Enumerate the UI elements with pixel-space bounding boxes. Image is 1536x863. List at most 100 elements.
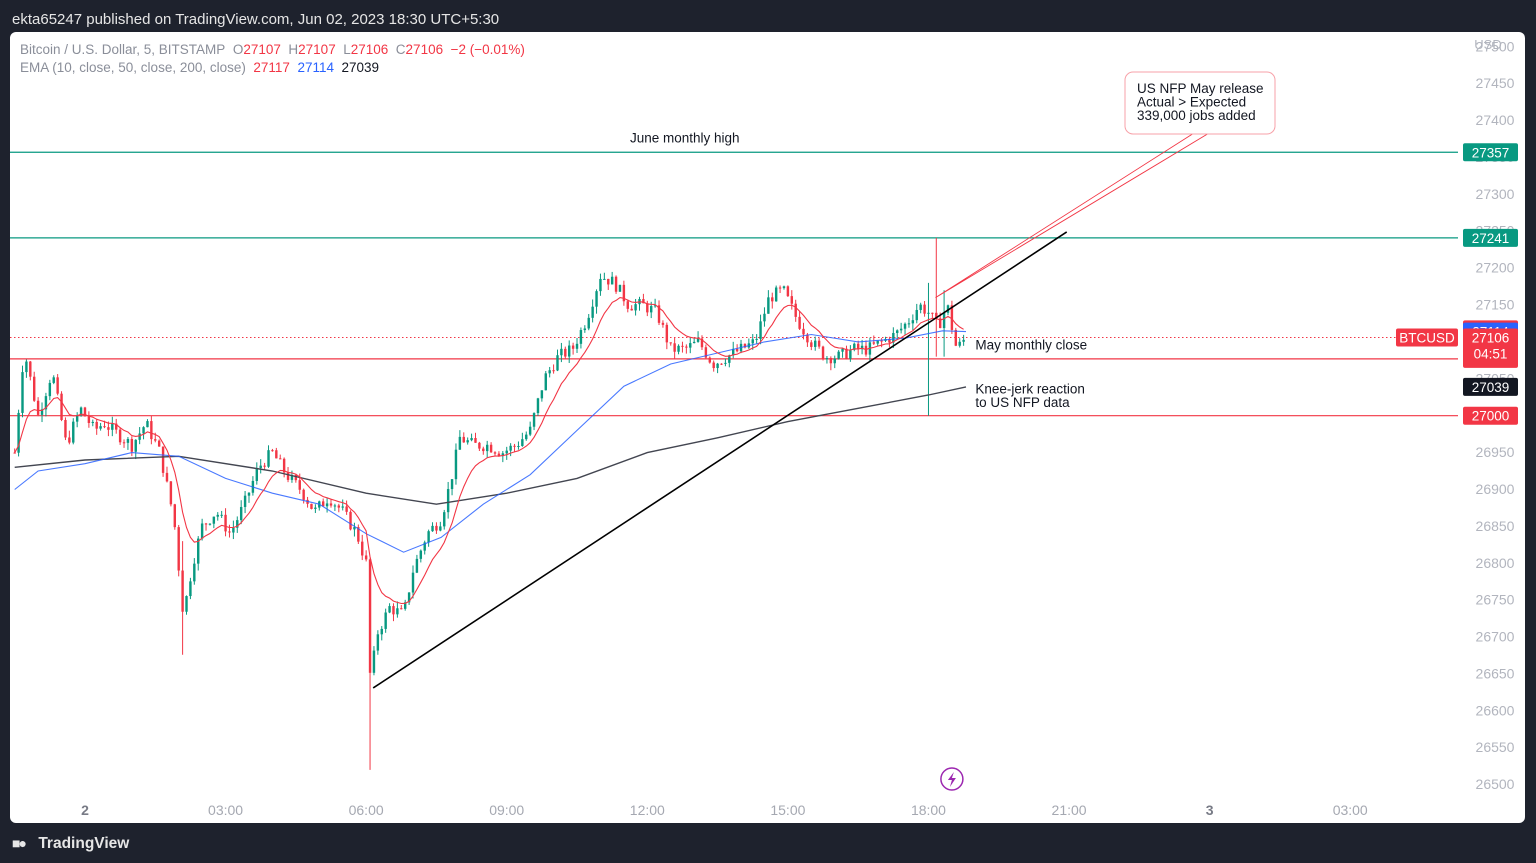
symbol-tag-bg (1396, 328, 1458, 347)
candle-body (833, 358, 836, 364)
candle-body (372, 650, 376, 673)
candle-body (497, 453, 501, 457)
candle-body (204, 523, 208, 525)
ema-label[interactable]: EMA (10, close, 50, close, 200, close) (20, 60, 246, 75)
candle-body (337, 505, 341, 508)
candle-body (583, 328, 587, 331)
candle-body (177, 527, 180, 571)
callout-text-line: Actual > Expected (1137, 95, 1246, 110)
candle-body (87, 416, 91, 424)
candle-body (935, 312, 938, 319)
change-value: −2 (−0.01%) (450, 42, 525, 57)
candle-body (575, 343, 579, 349)
candle-body (849, 349, 852, 359)
low-label: L (343, 42, 351, 57)
symbol-tag: BTCUSD (1399, 330, 1455, 345)
candle-body (544, 373, 547, 391)
candle-body (267, 450, 270, 467)
candle-body (653, 305, 657, 307)
candle-body (435, 525, 438, 531)
level-price-label: 27357 (1472, 145, 1510, 160)
chart-annotation: June monthly high (630, 131, 740, 146)
candle-body (364, 555, 368, 560)
ema200-value: 27039 (341, 60, 380, 75)
trend-line (372, 231, 1068, 689)
candle-body (91, 421, 94, 424)
candle-body (431, 525, 434, 532)
candle-body (564, 348, 567, 357)
level-price-label-bg (1463, 143, 1518, 162)
candle-body (962, 339, 965, 342)
candle-body (181, 570, 184, 612)
candle-body (915, 309, 918, 321)
candle-body (810, 342, 813, 347)
candle-body (411, 572, 415, 593)
candle-body (130, 438, 134, 452)
candle-body (443, 512, 446, 527)
candle-body (669, 342, 672, 344)
candle-body (56, 377, 59, 394)
candle-body (892, 332, 895, 343)
candle-body (349, 511, 352, 530)
x-tick-label: 09:00 (489, 802, 524, 818)
candle-body (302, 489, 305, 500)
candle-body (321, 501, 325, 507)
top-bar: ekta65247 published on TradingView.com, … (0, 0, 1536, 38)
candle-body (36, 400, 40, 415)
candle-body (938, 318, 942, 329)
candle-body (751, 339, 754, 344)
candle-body (400, 608, 403, 610)
price-label-countdown: 04:51 (1474, 346, 1508, 361)
candle-body (646, 303, 649, 313)
y-tick-label: 26900 (1476, 481, 1515, 497)
candle-body (118, 429, 122, 443)
candle-body (79, 407, 83, 416)
ema10-line (14, 297, 964, 605)
y-tick-label: 26800 (1476, 555, 1515, 571)
candle-body (290, 475, 294, 480)
chart-panel[interactable]: 26500 26550 26600 26650 26700 26750 26800 26850… (10, 32, 1525, 823)
x-tick-label: 03:00 (208, 802, 243, 818)
candle-body (13, 452, 16, 454)
candle-body (880, 340, 883, 342)
price-chart[interactable]: 26500 26550 26600 26650 26700 26750 26800 26850… (10, 32, 1525, 823)
candle-body (743, 343, 747, 348)
candle-body (798, 316, 801, 329)
candle-body (239, 506, 243, 521)
candle-body (294, 475, 298, 481)
candle-body (380, 628, 383, 635)
tradingview-logo-icon: ■● (12, 835, 27, 851)
candle-body (361, 541, 364, 556)
tradingview-logo[interactable]: ■● TradingView (12, 835, 129, 853)
callout-text-line: 339,000 jobs added (1137, 108, 1256, 123)
candle-body (700, 338, 704, 348)
y-tick-label: 26750 (1476, 592, 1515, 608)
candle-body (314, 507, 317, 509)
candle-body (122, 442, 126, 444)
candle-body (689, 343, 692, 348)
candle-body (193, 563, 196, 582)
candle-body (501, 453, 505, 457)
candle-body (911, 320, 915, 324)
symbol-name[interactable]: Bitcoin / U.S. Dollar, 5, BITSTAMP (20, 42, 226, 57)
candle-body (298, 480, 301, 490)
candle-body (825, 358, 829, 360)
candle-body (478, 442, 481, 449)
candle-body (603, 278, 606, 280)
symbol-legend-row: Bitcoin / U.S. Dollar, 5, BITSTAMP O2710… (20, 41, 525, 59)
callout-pointer (935, 133, 1208, 299)
candle-body (228, 531, 231, 533)
low-value: 27106 (350, 42, 389, 57)
candle-body (485, 444, 489, 452)
price-label-bg (1463, 328, 1518, 365)
candle-body (236, 520, 239, 528)
candle-body (735, 348, 739, 352)
candle-body (888, 338, 891, 343)
candle-body (618, 284, 622, 292)
candle-body (794, 303, 797, 317)
candle-body (68, 437, 71, 443)
candle-body (872, 342, 876, 344)
candle-body (517, 445, 520, 447)
candle-body (923, 304, 926, 314)
candle-body (950, 305, 954, 330)
